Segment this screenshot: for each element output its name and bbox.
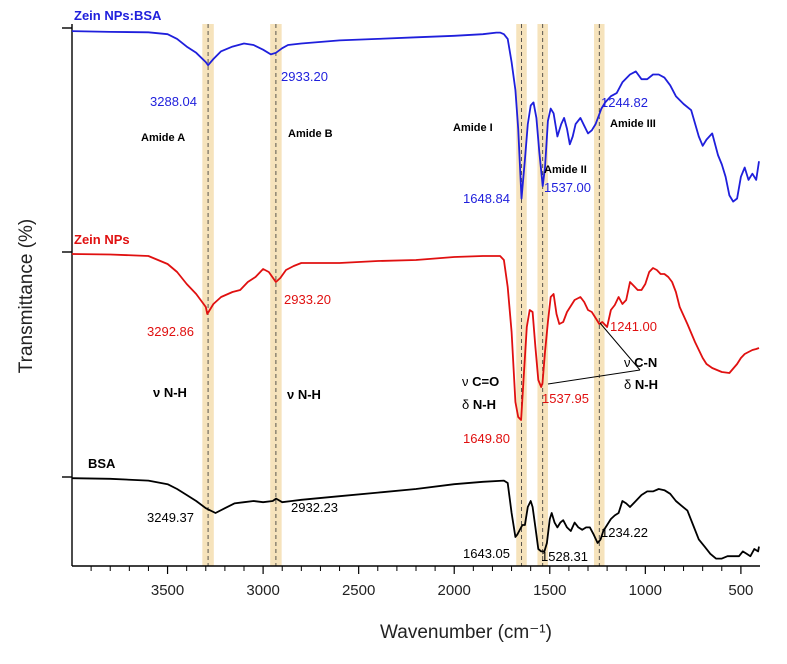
peak-label: 1244.82 [601,95,648,110]
nu-cn-label: ν C-N [624,355,657,370]
nu-co-label: ν C=O [462,374,499,389]
bracket-line-2 [547,369,641,385]
series-lines [71,30,760,560]
amide-iii-label: Amide III [610,118,656,130]
nu-cn-text: C-N [634,355,657,370]
series-line-2 [71,477,760,560]
peak-label: 1648.84 [463,191,510,206]
peak-label: 3292.86 [147,324,194,339]
cn-bracket [547,322,641,385]
peak-label: 3249.37 [147,510,194,525]
delta-nh-label-1: δ N-H [462,397,496,412]
y-axis-title: Transmittance (%) [16,219,37,374]
delta-nh-2-symbol: δ [624,377,635,392]
x-tick-label: 3500 [151,582,184,599]
highlight-band [202,24,214,566]
peak-label: 2933.20 [284,292,331,307]
amide-i-label: Amide I [453,122,493,134]
series-name-zein-bsa: Zein NPs:BSA [74,8,162,23]
highlight-bands [202,24,605,566]
nu-co-text: C=O [472,374,499,389]
peak-label: 1649.80 [463,431,510,446]
peak-label: 3288.04 [150,94,197,109]
peak-label: 1241.00 [610,319,657,334]
x-ticks: 3500 3000 2500 2000 1500 1000 500 [90,566,753,599]
series-line-1 [71,253,760,421]
x-tick-label: 500 [728,582,753,599]
x-tick-label: 2500 [342,582,375,599]
x-tick-label: 1500 [533,582,566,599]
amide-ii-label: Amide II [544,164,587,176]
delta-nh-label-2: δ N-H [624,377,658,392]
nu-co-symbol: ν [462,374,472,389]
peak-label: 2932.23 [291,500,338,515]
bracket-line-1 [599,322,641,371]
x-tick-label: 1000 [629,582,662,599]
nu-cn-symbol: ν [624,355,634,370]
delta-nh-2-text: N-H [635,377,658,392]
series-name-bsa: BSA [88,456,116,471]
nu-nh-label-1: ν N-H [153,385,187,400]
peak-label: 1643.05 [463,546,510,561]
peak-label: 1528.31 [541,549,588,564]
peak-label: 1234.22 [601,525,648,540]
x-axis-title: Wavenumber (cm⁻¹) [380,622,552,643]
delta-nh-1-text: N-H [473,397,496,412]
highlight-band [594,24,605,566]
nu-nh-label-2: ν N-H [287,387,321,402]
highlight-band [270,24,282,566]
x-tick-label: 3000 [246,582,279,599]
peak-label: 2933.20 [281,69,328,84]
amide-b-label: Amide B [288,128,333,140]
delta-nh-1-symbol: δ [462,397,473,412]
highlight-band [537,24,548,566]
series-name-zein: Zein NPs [74,232,130,247]
peak-label: 1537.95 [542,391,589,406]
amide-a-label: Amide A [141,132,185,144]
peak-label: 1537.00 [544,180,591,195]
series-line-0 [71,30,760,203]
x-tick-label: 2000 [438,582,471,599]
highlight-band [516,24,527,566]
